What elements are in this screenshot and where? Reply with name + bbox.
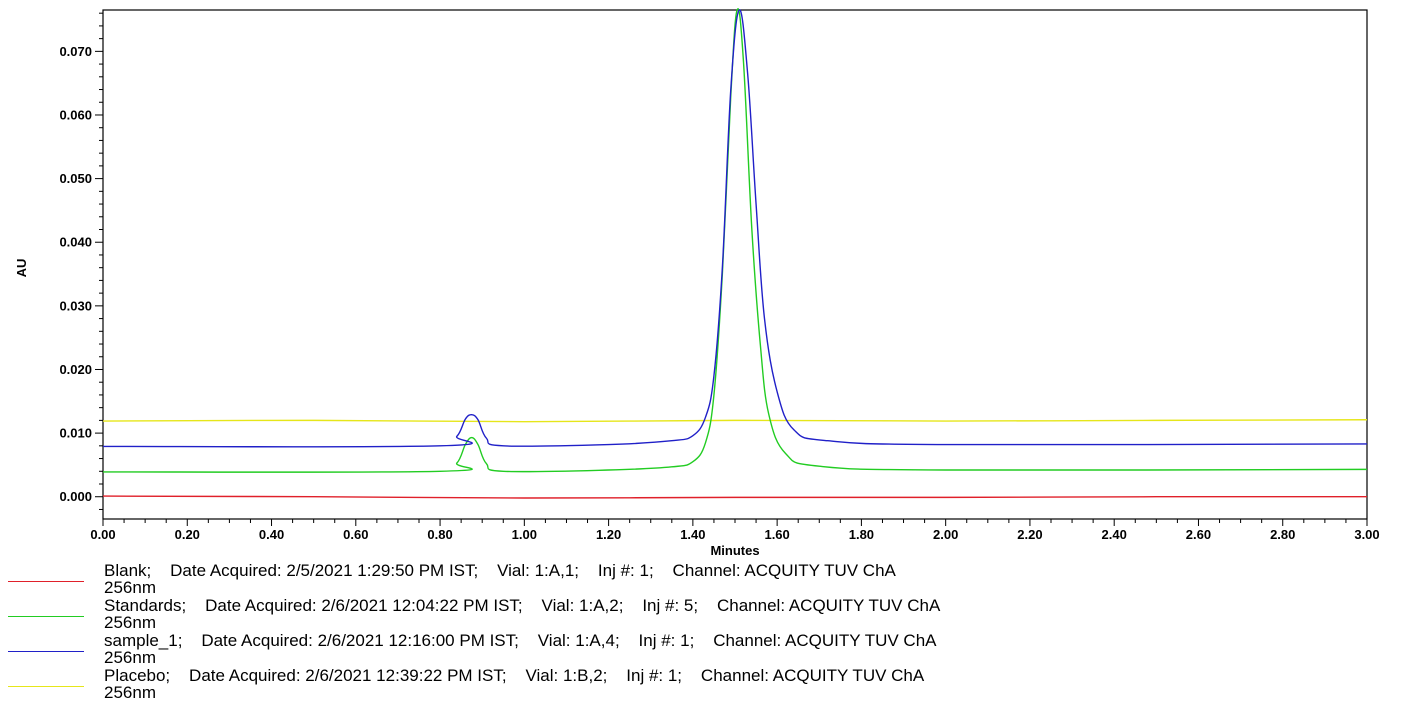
- legend-swatch: [8, 651, 84, 652]
- legend-entry-blank: Blank; Date Acquired: 2/5/2021 1:29:50 P…: [0, 562, 1402, 597]
- x-tick-label: 1.20: [596, 527, 621, 542]
- x-tick-label: 2.40: [1102, 527, 1127, 542]
- series-line-placebo: [102, 419, 1368, 423]
- y-tick-label: 0.040: [59, 235, 92, 250]
- x-tick-label: 0.40: [259, 527, 284, 542]
- x-tick-label: 1.80: [849, 527, 874, 542]
- legend-text: Standards; Date Acquired: 2/6/2021 12:04…: [104, 596, 941, 615]
- legend-text: Blank; Date Acquired: 2/5/2021 1:29:50 P…: [104, 561, 896, 580]
- x-tick-label: 1.60: [764, 527, 789, 542]
- x-tick-label: 2.00: [933, 527, 958, 542]
- legend: Blank; Date Acquired: 2/5/2021 1:29:50 P…: [0, 562, 1402, 702]
- x-tick-label: 0.80: [427, 527, 452, 542]
- x-tick-label: 0.60: [343, 527, 368, 542]
- x-tick-label: 2.80: [1270, 527, 1295, 542]
- legend-wavelength: 256nm: [104, 648, 156, 667]
- x-tick-label: 0.20: [175, 527, 200, 542]
- y-tick-label: 0.000: [59, 489, 92, 504]
- series-layer: [102, 8, 1368, 499]
- legend-text: sample_1; Date Acquired: 2/6/2021 12:16:…: [104, 631, 937, 650]
- series-line-sample-1: [102, 9, 1368, 448]
- y-tick-label: 0.050: [59, 171, 92, 186]
- legend-swatch: [8, 581, 84, 582]
- legend-wavelength: 256nm: [104, 613, 156, 632]
- chromatogram-chart: 0.00 0.20 0.40 0.60 0.80 1.00 1.20 1.40 1.60 1.80…: [14, 8, 1380, 558]
- series-line-blank: [102, 495, 1368, 499]
- x-tick-label: 2.20: [1017, 527, 1042, 542]
- legend-wavelength: 256nm: [104, 578, 156, 597]
- legend-swatch: [8, 616, 84, 617]
- axis-layer: 0.00 0.20 0.40 0.60 0.80 1.00 1.20 1.40 1.60 1.80…: [59, 12, 1380, 542]
- y-tick-label: 0.060: [59, 107, 92, 122]
- x-tick-label: 0.00: [90, 527, 115, 542]
- x-tick-label: 3.00: [1354, 527, 1379, 542]
- y-tick-label: 0.020: [59, 362, 92, 377]
- legend-entry-placebo: Placebo; Date Acquired: 2/6/2021 12:39:2…: [0, 667, 1402, 702]
- series-line-standards: [102, 8, 1368, 473]
- legend-text: Placebo; Date Acquired: 2/6/2021 12:39:2…: [104, 666, 925, 685]
- x-tick-label: 1.40: [680, 527, 705, 542]
- y-tick-label: 0.030: [59, 298, 92, 313]
- legend-swatch: [8, 686, 84, 687]
- plot-border: [102, 9, 1368, 520]
- legend-entry-sample-1: sample_1; Date Acquired: 2/6/2021 12:16:…: [0, 632, 1402, 667]
- legend-entry-standards: Standards; Date Acquired: 2/6/2021 12:04…: [0, 597, 1402, 632]
- x-tick-label: 2.60: [1186, 527, 1211, 542]
- y-tick-label: 0.010: [59, 426, 92, 441]
- y-axis-title: AU: [14, 259, 29, 278]
- legend-wavelength: 256nm: [104, 683, 156, 702]
- x-axis-title: Minutes: [710, 543, 759, 558]
- y-tick-label: 0.070: [59, 44, 92, 59]
- x-tick-label: 1.00: [512, 527, 537, 542]
- plot-frame: [102, 9, 1368, 520]
